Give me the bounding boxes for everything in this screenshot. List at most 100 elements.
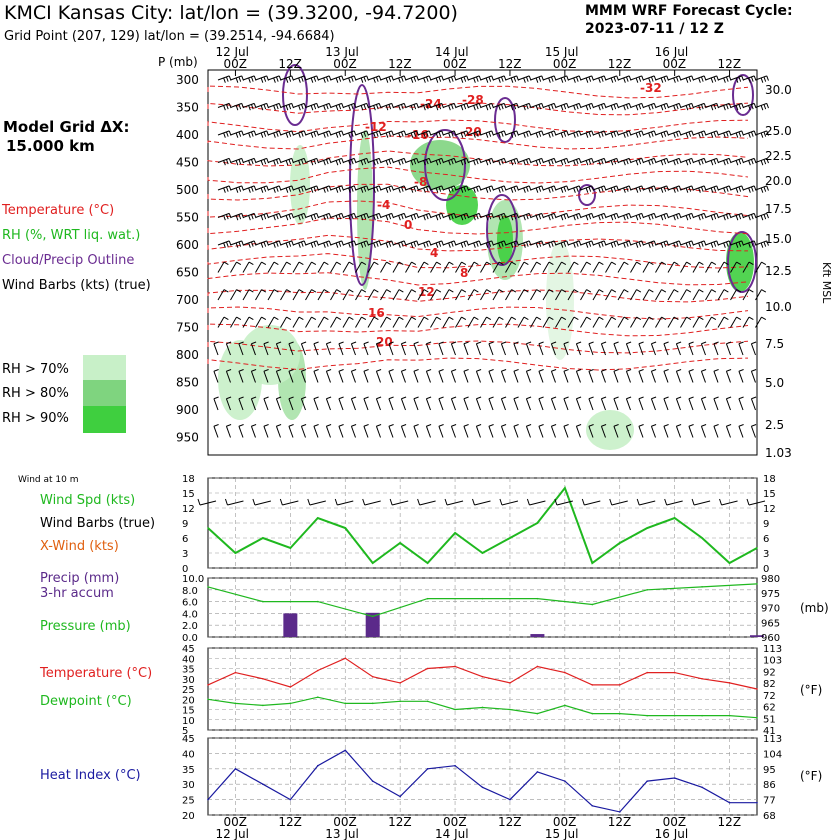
wind-barb: [663, 369, 669, 383]
wind-barb-flag: [598, 160, 601, 166]
wind-barb-flag: [361, 289, 367, 293]
wind-barb-flag: [276, 341, 282, 345]
wind-barb-flag: [723, 289, 729, 293]
wind-barb-flag: [475, 104, 479, 110]
wind-barb-flag: [598, 187, 601, 193]
wind-barb-flag: [713, 104, 717, 110]
wind-barb-flag: [401, 369, 407, 372]
dewpoint-point: [317, 696, 319, 698]
wind-barb-flag: [300, 131, 304, 137]
wind-barb-flag: [723, 242, 726, 248]
wind-barb: [605, 185, 619, 193]
wind-barb: [417, 316, 429, 328]
time-tick-label-top: 00Z: [333, 57, 357, 71]
wind-barb-flag: [485, 77, 489, 83]
wind-barb-flag: [623, 316, 629, 321]
wind-barb-flag: [675, 186, 679, 192]
wind-barb-flag: [673, 160, 676, 166]
wind-barb-flag: [313, 241, 317, 247]
wind-barb-flag: [650, 214, 654, 220]
time-tick-label-top: 12Z: [388, 57, 412, 71]
wind-barb-flag: [610, 215, 614, 221]
wind-barb-flag: [450, 104, 454, 110]
temperature-point: [317, 669, 319, 672]
y-tick-label-left: 10: [182, 716, 195, 727]
isotherm-line: [207, 135, 749, 150]
wind-barb-flag: [598, 77, 601, 83]
wind-barb: [400, 424, 407, 438]
wind-barb-flag: [766, 185, 769, 191]
wind-barb-flag: [660, 160, 664, 166]
wind-barb: [500, 396, 507, 411]
surface-wind-barb: [224, 498, 244, 506]
y-tick-label-right: 6: [763, 534, 769, 545]
wind-barb-flag: [726, 396, 732, 400]
wind-barb-staff: [230, 261, 237, 273]
wind-barb-flag: [548, 316, 554, 321]
wind-barb: [480, 289, 492, 301]
wind-barb: [530, 240, 544, 248]
wind-barb: [425, 341, 432, 356]
wind-barb-staff: [338, 426, 344, 438]
wind-barb-flag: [688, 76, 692, 82]
wind-barb-flag: [748, 215, 751, 221]
wind-barb-flag: [388, 369, 394, 372]
wind-barb: [613, 369, 619, 383]
wind-barb-flag: [735, 132, 739, 138]
wind-barb-flag: [288, 424, 294, 427]
temperature-point: [618, 684, 621, 686]
wind-barb-flag: [686, 261, 692, 266]
forecast-cycle-label: MMM WRF Forecast Cycle:: [585, 3, 793, 19]
height-tick-label: 25.0: [765, 124, 792, 138]
wind-barb-flag: [573, 187, 576, 193]
wind-barb-flag: [338, 214, 342, 220]
wind-barb-flag: [236, 289, 242, 293]
series-lines: [197, 485, 766, 813]
wind-barb-flag: [660, 215, 664, 221]
wind-barb-flag: [661, 316, 667, 321]
wind-barb: [575, 341, 582, 356]
wind-barb-flag: [538, 241, 542, 247]
heat-index-point: [317, 764, 319, 767]
wind-barb-staff: [330, 289, 337, 301]
wind-barb-staff: [430, 316, 437, 328]
wind-barb: [280, 157, 294, 166]
wind-barb-flag: [351, 369, 357, 372]
wind-barb: [700, 396, 707, 411]
wind-barb-staff: [755, 261, 762, 273]
wind-barb: [430, 75, 444, 83]
wind-barb-flag: [426, 424, 432, 427]
wind-barb-flag: [536, 289, 542, 293]
wind-barb-flag: [623, 77, 626, 83]
wind-barb-staff: [255, 316, 262, 328]
wind-barb: [430, 261, 442, 273]
wind-barb: [242, 185, 257, 193]
wind-barb-staff: [688, 343, 694, 356]
wind-barb-flag: [261, 289, 267, 293]
wind-barb-flag: [448, 289, 454, 293]
wind-barb-staff: [230, 289, 237, 301]
wind-barb: [438, 424, 444, 438]
isotherm-label: 20: [376, 335, 393, 349]
wind-barb: [575, 369, 582, 383]
wind-barb-flag: [638, 341, 644, 345]
legend-temperature: Temperature (°C): [2, 203, 115, 218]
wind-barb-flag: [448, 105, 451, 111]
pressure-tick-label: 750: [176, 321, 199, 335]
wind-barb: [663, 424, 669, 438]
wind-barb-staff: [738, 398, 744, 411]
wind-barb-flag: [363, 341, 369, 345]
wind-barb-staff: [650, 343, 656, 356]
pressure-point: [207, 586, 209, 588]
wind-barb-flag: [460, 160, 464, 166]
wind-barb-flag: [273, 215, 276, 221]
wind-barb-flag: [761, 289, 767, 293]
wind-barb-flag: [451, 341, 457, 345]
wind-barb: [463, 424, 469, 438]
wind-barb-flag: [673, 215, 676, 221]
wind-barb-flag: [386, 289, 392, 293]
wind-barb-flag: [388, 76, 392, 82]
wind-barb-flag: [248, 316, 254, 321]
wind-barb: [475, 341, 482, 356]
surface-wind-barb: [389, 498, 409, 506]
